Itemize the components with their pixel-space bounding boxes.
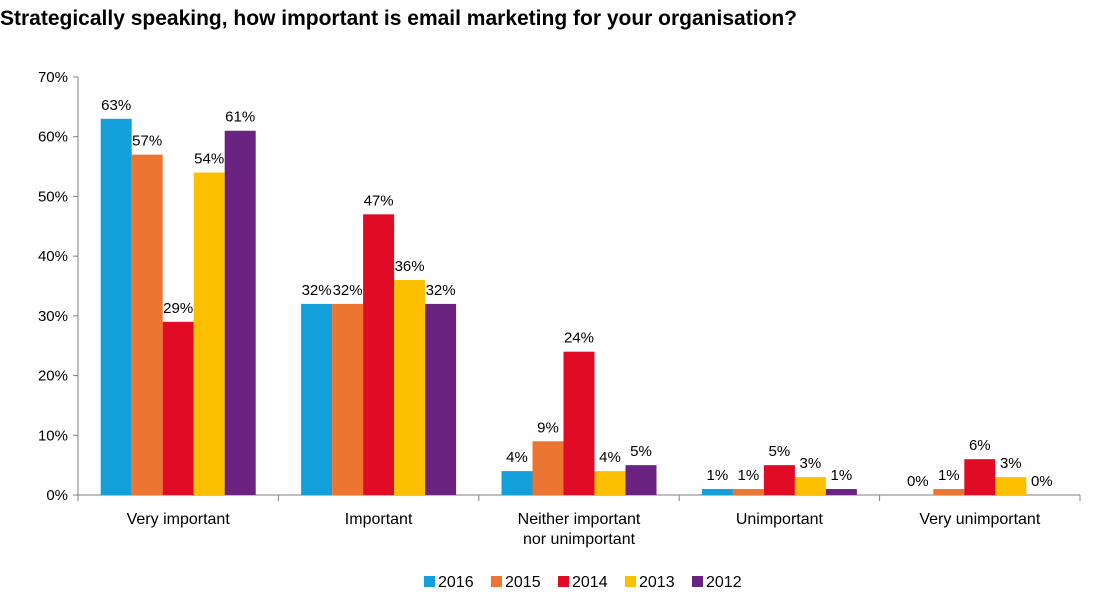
bar-2015 xyxy=(933,489,965,495)
y-tick-label: 30% xyxy=(38,308,68,325)
data-label-2015: 1% xyxy=(938,467,960,484)
plot-area: 0% 10% 20% 30% 40% 50% 60% 70% 63% 57% 29% 54% 61% Ve… xyxy=(38,69,1081,548)
legend-swatch-2015 xyxy=(491,576,502,587)
bar-2015 xyxy=(532,441,564,495)
data-label-2013: 3% xyxy=(1000,455,1022,472)
legend: 2016 2015 2014 2013 2012 xyxy=(424,574,742,591)
legend-swatch-2013 xyxy=(625,576,636,587)
bar-2014 xyxy=(964,459,996,495)
y-tick-label: 0% xyxy=(46,487,68,504)
bar-2013 xyxy=(193,172,225,496)
data-label-2015: 9% xyxy=(537,419,559,436)
x-category-label: Very unimportant xyxy=(919,511,1041,528)
data-label-2013: 36% xyxy=(395,258,425,275)
bar-2014 xyxy=(563,351,595,495)
bar-2014 xyxy=(162,321,194,495)
legend-label-2015: 2015 xyxy=(505,574,541,591)
x-category-label: Very important xyxy=(127,511,231,528)
y-tick-label: 10% xyxy=(38,427,68,444)
data-label-2014: 29% xyxy=(163,300,193,317)
data-label-2016: 1% xyxy=(707,467,729,484)
legend-swatch-2016 xyxy=(424,576,435,587)
legend-label-2013: 2013 xyxy=(639,574,675,591)
x-category-label: Neither important nor unimportant xyxy=(518,511,641,548)
data-label-2012: 32% xyxy=(426,282,456,299)
bar-2016 xyxy=(501,471,533,495)
bar-2015 xyxy=(131,154,163,495)
data-label-2015: 1% xyxy=(738,467,760,484)
y-tick-label: 70% xyxy=(38,69,68,86)
data-label-2016: 32% xyxy=(302,282,332,299)
bar-2015 xyxy=(332,303,364,495)
bar-2015 xyxy=(732,489,764,495)
bar-2012 xyxy=(825,489,857,495)
data-label-2012: 1% xyxy=(831,467,853,484)
data-label-2014: 47% xyxy=(364,192,394,209)
data-label-2015: 57% xyxy=(132,133,162,150)
bar-2013 xyxy=(394,280,426,495)
data-label-2014: 6% xyxy=(969,437,991,454)
data-label-2012: 0% xyxy=(1031,473,1053,490)
data-label-2013: 3% xyxy=(800,455,822,472)
data-label-2012: 5% xyxy=(630,443,652,460)
bar-2016 xyxy=(301,303,333,495)
y-tick-label: 50% xyxy=(38,188,68,205)
bar-2016 xyxy=(100,118,132,496)
y-tick-label: 20% xyxy=(38,368,68,385)
data-label-2016: 4% xyxy=(506,449,528,466)
data-label-2013: 54% xyxy=(194,151,224,168)
chart-title: Strategically speaking, how important is… xyxy=(0,7,797,30)
data-label-2014: 24% xyxy=(564,330,594,347)
legend-label-2012: 2012 xyxy=(706,574,742,591)
bar-2012 xyxy=(625,465,657,495)
bar-2013 xyxy=(995,477,1027,495)
bar-2012 xyxy=(224,130,256,495)
legend-label-2016: 2016 xyxy=(438,574,474,591)
bar-2016 xyxy=(701,489,733,495)
bar-2014 xyxy=(363,214,395,496)
y-tick-label: 60% xyxy=(38,129,68,146)
bar-2013 xyxy=(794,477,826,495)
bar-2013 xyxy=(594,471,626,495)
x-category-label: Unimportant xyxy=(736,511,824,528)
bar-2014 xyxy=(763,465,795,495)
data-label-2013: 4% xyxy=(599,449,621,466)
legend-swatch-2014 xyxy=(558,576,569,587)
data-label-2015: 32% xyxy=(333,282,363,299)
x-category-label: Important xyxy=(345,511,413,528)
data-label-2014: 5% xyxy=(769,443,791,460)
bar-2012 xyxy=(425,303,457,495)
data-label-2016: 63% xyxy=(101,97,131,114)
data-label-2012: 61% xyxy=(225,109,255,126)
data-label-2016: 0% xyxy=(907,473,929,490)
y-tick-label: 40% xyxy=(38,248,68,265)
legend-label-2014: 2014 xyxy=(572,574,608,591)
legend-swatch-2012 xyxy=(692,576,703,587)
